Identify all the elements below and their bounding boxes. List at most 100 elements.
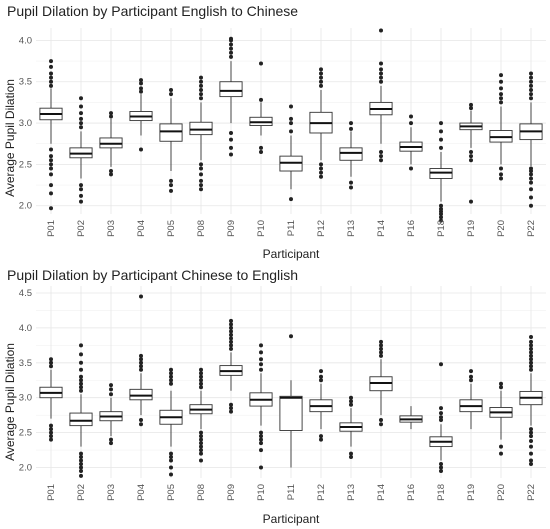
outlier-point (469, 102, 473, 107)
outlier-point (529, 334, 533, 339)
outlier-point (229, 137, 233, 142)
outlier-point (259, 357, 263, 362)
outlier-point (229, 332, 233, 337)
outlier-point (259, 145, 263, 150)
outlier-point (529, 360, 533, 365)
outlier-point (439, 469, 443, 474)
outlier-point (319, 67, 323, 72)
outlier-point (139, 357, 143, 362)
outlier-point (79, 385, 83, 390)
outlier-point (349, 395, 353, 400)
outlier-point (199, 166, 203, 171)
outlier-point (199, 178, 203, 183)
iqr-box (129, 388, 153, 401)
outlier-point (469, 158, 473, 163)
x-tick-label: P01 (46, 484, 57, 501)
outlier-point (469, 378, 473, 383)
outlier-point (349, 402, 353, 407)
outlier-point (199, 374, 203, 379)
outlier-point (229, 325, 233, 330)
outlier-point (409, 114, 413, 119)
outlier-point (199, 83, 203, 88)
outlier-point (379, 71, 383, 76)
box-p04 (129, 294, 153, 427)
box-p01 (39, 59, 63, 211)
outlier-point (49, 147, 53, 152)
chart-chinese-to-english: Pupil Dilation by Participant Chinese to… (3, 267, 546, 526)
box-p10 (249, 61, 273, 154)
box-p16 (399, 114, 423, 171)
outlier-point (49, 75, 53, 80)
outlier-point (79, 183, 83, 188)
outlier-point (379, 353, 383, 358)
outlier-point (79, 343, 83, 348)
outlier-point (169, 472, 173, 477)
outlier-point (79, 465, 83, 470)
outlier-point (199, 172, 203, 177)
outlier-point (289, 334, 293, 339)
outlier-point (349, 126, 353, 131)
outlier-point (79, 360, 83, 365)
outlier-point (379, 67, 383, 72)
outlier-point (199, 381, 203, 386)
outlier-point (319, 75, 323, 80)
outlier-point (79, 374, 83, 379)
outlier-point (499, 92, 503, 97)
y-tick-label: 2.5 (19, 159, 32, 170)
outlier-point (379, 339, 383, 344)
outlier-point (439, 129, 443, 134)
chart-title: Pupil Dilation by Participant Chinese to… (7, 267, 298, 283)
outlier-point (169, 92, 173, 97)
box-p13 (339, 121, 363, 190)
x-tick-label: P14 (376, 220, 387, 237)
y-tick-label: 3.5 (19, 358, 32, 369)
outlier-point (199, 96, 203, 101)
outlier-point (439, 411, 443, 416)
iqr-box (279, 395, 303, 431)
outlier-point (349, 185, 353, 190)
outlier-point (199, 458, 203, 463)
x-tick-labels: P01 P02 P03 P04 P05 P08 P09 P10 P11 P12 P13 P14 P16 P… (46, 220, 537, 237)
outlier-point (319, 162, 323, 167)
outlier-point (199, 451, 203, 456)
y-tick-labels: 2.0 2.5 3.0 3.5 4.0 (19, 35, 32, 211)
outlier-point (259, 97, 263, 102)
outlier-point (79, 473, 83, 478)
box-p16 (399, 406, 423, 430)
outlier-point (529, 176, 533, 181)
outlier-point (49, 162, 53, 167)
outlier-point (289, 116, 293, 121)
outlier-point (79, 462, 83, 467)
outlier-point (529, 367, 533, 372)
outlier-point (439, 215, 443, 220)
outlier-point (529, 88, 533, 92)
outlier-point (529, 350, 533, 355)
box-p22 (519, 71, 543, 208)
outlier-point (529, 203, 533, 208)
outlier-point (49, 357, 53, 362)
outlier-point (349, 399, 353, 404)
box-p10 (249, 343, 273, 470)
outlier-point (49, 79, 53, 84)
outlier-point (169, 88, 173, 92)
outlier-point (79, 378, 83, 383)
y-tick-labels: 2.0 2.5 3.0 3.5 4.0 4.5 (19, 288, 32, 474)
outlier-point (529, 166, 533, 171)
outlier-point (379, 61, 383, 66)
outlier-point (139, 418, 143, 423)
outlier-point (379, 158, 383, 163)
outlier-point (169, 455, 173, 460)
outlier-point (529, 434, 533, 439)
box-p03 (99, 111, 123, 177)
outlier-point (499, 444, 503, 449)
outlier-point (529, 353, 533, 358)
outlier-point (199, 378, 203, 383)
x-tick-label: P10 (256, 220, 267, 237)
outlier-point (349, 180, 353, 185)
outlier-point (529, 92, 533, 97)
box-p02 (69, 343, 93, 478)
outlier-point (199, 162, 203, 167)
y-tick-label: 3.0 (19, 118, 32, 129)
box-p11 (279, 334, 303, 468)
x-tick-label: P08 (196, 220, 207, 237)
